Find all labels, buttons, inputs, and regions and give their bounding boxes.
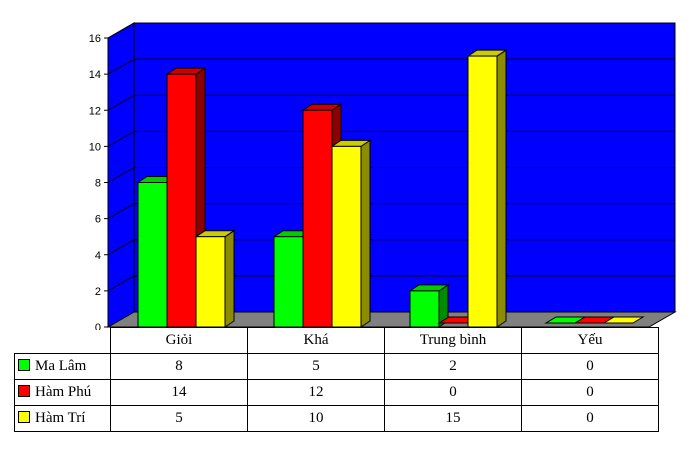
table-row: Ma Lâm 8 5 2 0 <box>14 353 659 380</box>
table-cell: 0 <box>521 405 659 432</box>
y-tick-label: 16 <box>89 33 101 45</box>
gridline <box>107 22 675 39</box>
y-tick-label: 10 <box>89 141 101 153</box>
y-tick-label: 8 <box>95 178 101 190</box>
table-header-cell: Khá <box>247 327 385 354</box>
bar <box>137 182 168 328</box>
bar <box>273 236 304 328</box>
table-cell: 0 <box>384 379 522 406</box>
chart-plot-area: 0 2 4 6 8 10 12 14 16 <box>89 22 677 330</box>
bar <box>467 55 498 328</box>
series-label: Hàm Phú <box>14 379 111 406</box>
y-tick-label: 2 <box>95 286 101 298</box>
data-table: Giỏi Khá Trung bình Yếu Ma Lâm 8 5 2 0 H… <box>14 327 659 432</box>
table-cell: 2 <box>384 353 522 380</box>
table-header-row: Giỏi Khá Trung bình Yếu <box>15 327 659 354</box>
table-corner <box>15 328 111 354</box>
bar <box>195 236 226 328</box>
y-tick-label: 6 <box>95 214 101 226</box>
table-cell: 14 <box>110 379 248 406</box>
bar <box>166 73 197 328</box>
table-cell: 5 <box>110 405 248 432</box>
series-name: Hàm Phú <box>35 384 92 400</box>
table-cell: 0 <box>521 379 659 406</box>
table-header-cell: Giỏi <box>110 327 248 354</box>
y-tick-label: 12 <box>89 105 101 117</box>
bar-side <box>496 49 507 328</box>
bar-zero <box>602 316 645 324</box>
series-label: Hàm Trí <box>14 405 111 432</box>
table-cell: 10 <box>247 405 385 432</box>
y-tick-label: 4 <box>95 250 101 262</box>
series-label: Ma Lâm <box>14 353 111 380</box>
bar <box>409 290 440 328</box>
legend-swatch <box>18 385 30 397</box>
table-header-cell: Trung bình <box>384 327 522 354</box>
legend-swatch <box>18 411 30 423</box>
table-cell: 0 <box>521 353 659 380</box>
bar <box>331 145 362 328</box>
table-cell: 12 <box>247 379 385 406</box>
bar-side <box>360 139 371 328</box>
table-cell: 8 <box>110 353 248 380</box>
table-header-cell: Yếu <box>521 327 659 354</box>
series-name: Hàm Trí <box>35 410 86 426</box>
table-cell: 5 <box>247 353 385 380</box>
table-row: Hàm Trí 5 10 15 0 <box>14 405 659 432</box>
legend-swatch <box>18 359 30 371</box>
table-cell: 15 <box>384 405 522 432</box>
series-name: Ma Lâm <box>35 358 87 374</box>
bar-side <box>224 229 235 328</box>
y-tick-label: 0 <box>95 322 101 330</box>
y-tick-label: 14 <box>89 69 101 81</box>
bar <box>302 109 333 328</box>
table-row: Hàm Phú 14 12 0 0 <box>14 379 659 406</box>
